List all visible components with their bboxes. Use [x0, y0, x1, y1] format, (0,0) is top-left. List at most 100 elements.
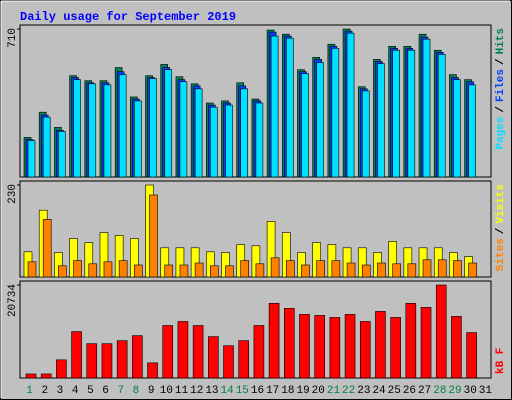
bar — [361, 264, 371, 278]
x-tick-label: 20 — [312, 385, 325, 397]
bar — [422, 259, 432, 278]
x-tick-label: 15 — [236, 385, 249, 397]
legend-entry: Files — [495, 69, 507, 102]
bar — [435, 284, 447, 379]
bar — [285, 37, 294, 178]
bar — [103, 261, 113, 278]
bar — [422, 38, 431, 178]
bar — [453, 79, 461, 178]
x-tick-label: 28 — [433, 385, 446, 397]
x-tick-label: 12 — [190, 385, 203, 397]
bar — [134, 264, 143, 278]
y-tick-label: 230 — [7, 184, 19, 204]
bar — [331, 260, 341, 278]
x-tick-label: 13 — [205, 385, 218, 397]
bar — [359, 321, 371, 379]
bar — [71, 331, 82, 379]
bar — [314, 315, 325, 379]
bar — [270, 257, 280, 278]
legend-entry: Visits — [495, 184, 507, 224]
bar — [392, 49, 400, 178]
legend-separator: / — [495, 106, 507, 113]
bar — [255, 102, 264, 178]
bar — [225, 265, 234, 278]
legend-separator: / — [495, 227, 507, 234]
x-tick-label: 1 — [26, 385, 33, 397]
x-tick-label: 22 — [342, 385, 355, 397]
legend-entry: Pages — [495, 117, 507, 150]
x-tick-label: 10 — [160, 385, 173, 397]
legend: kB F — [495, 348, 507, 374]
x-tick-label: 31 — [479, 385, 493, 397]
bar — [283, 308, 295, 379]
bar — [73, 79, 81, 178]
bar — [301, 264, 310, 278]
bar — [25, 373, 37, 379]
bar — [407, 49, 416, 178]
bar — [377, 63, 385, 178]
bar — [344, 314, 356, 379]
bar — [162, 325, 174, 379]
bar — [466, 332, 477, 379]
bar — [134, 100, 142, 178]
bar — [346, 32, 355, 178]
bar — [240, 260, 250, 278]
bar — [210, 106, 218, 178]
bar — [407, 263, 417, 278]
chart-title: Daily usage for September 2019 — [20, 10, 236, 24]
bar — [194, 88, 203, 178]
x-tick-label: 17 — [266, 385, 279, 397]
legend: Pages / Files / Hits — [495, 28, 507, 150]
x-tick-label: 24 — [372, 385, 386, 397]
bar — [42, 219, 52, 278]
bar — [58, 131, 66, 178]
x-tick-label: 2 — [41, 385, 48, 397]
bar — [192, 325, 204, 379]
bar — [103, 84, 112, 178]
bar — [116, 340, 128, 379]
bar — [238, 340, 250, 379]
bar — [285, 260, 295, 278]
bar — [255, 263, 265, 278]
bar — [27, 261, 37, 278]
bar — [346, 262, 356, 278]
legend-entry: Sites — [495, 238, 507, 271]
bar — [147, 362, 158, 379]
bar — [118, 260, 128, 278]
bar — [73, 260, 82, 278]
x-tick-label: 30 — [464, 385, 477, 397]
bar — [56, 359, 67, 379]
bar — [101, 343, 113, 379]
x-tick-label: 5 — [87, 385, 94, 397]
x-tick-label: 19 — [296, 385, 309, 397]
x-tick-label: 9 — [148, 385, 155, 397]
bar — [118, 74, 127, 178]
bar — [177, 321, 189, 379]
bar — [468, 84, 476, 178]
legend-entry: Hits — [495, 28, 507, 54]
bar — [375, 311, 386, 379]
x-tick-label: 21 — [327, 385, 341, 397]
bar — [453, 260, 462, 278]
x-tick-label: 4 — [72, 385, 79, 397]
bar — [390, 317, 401, 379]
bar — [299, 314, 310, 379]
x-tick-label: 23 — [357, 385, 370, 397]
bar — [88, 83, 97, 178]
bar — [164, 69, 173, 178]
bar — [253, 325, 265, 379]
bar — [405, 303, 417, 379]
bar — [179, 264, 189, 278]
bar — [86, 343, 98, 379]
bar — [27, 140, 36, 178]
bar — [223, 345, 234, 379]
bar — [331, 48, 340, 178]
x-tick-label: 6 — [102, 385, 109, 397]
bar — [361, 90, 370, 178]
bar — [58, 265, 67, 278]
x-tick-label: 16 — [251, 385, 264, 397]
bar — [164, 264, 174, 278]
bar — [210, 265, 219, 278]
